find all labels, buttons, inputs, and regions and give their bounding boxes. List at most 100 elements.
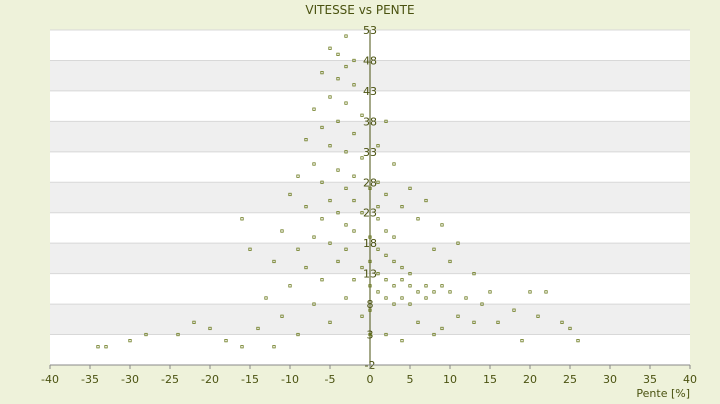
point bbox=[320, 217, 324, 221]
point bbox=[576, 339, 580, 343]
x-tick-label: 20 bbox=[523, 373, 537, 386]
point bbox=[416, 290, 420, 294]
x-tick-label: 0 bbox=[367, 373, 374, 386]
point bbox=[336, 259, 340, 264]
point bbox=[376, 290, 380, 294]
point bbox=[104, 345, 108, 349]
point bbox=[328, 198, 332, 203]
point bbox=[344, 150, 348, 154]
point bbox=[384, 192, 388, 197]
point bbox=[96, 345, 100, 349]
point bbox=[376, 247, 380, 251]
point bbox=[288, 192, 292, 197]
point bbox=[424, 296, 428, 300]
point bbox=[392, 162, 396, 166]
point bbox=[408, 272, 412, 276]
point bbox=[368, 332, 372, 337]
point bbox=[368, 259, 372, 264]
point bbox=[368, 235, 372, 239]
point bbox=[400, 205, 404, 209]
point bbox=[240, 345, 244, 349]
point bbox=[312, 235, 316, 239]
point bbox=[432, 290, 436, 294]
point bbox=[344, 186, 348, 190]
point bbox=[440, 223, 444, 227]
point bbox=[312, 302, 316, 306]
point bbox=[368, 308, 372, 312]
point bbox=[384, 296, 388, 300]
point bbox=[320, 125, 324, 130]
point bbox=[352, 174, 356, 178]
point bbox=[336, 77, 340, 81]
point bbox=[360, 314, 364, 318]
point bbox=[392, 259, 396, 264]
point bbox=[344, 296, 348, 300]
point bbox=[424, 284, 428, 288]
point bbox=[128, 339, 132, 343]
point bbox=[344, 223, 348, 227]
point bbox=[400, 278, 404, 282]
point bbox=[384, 253, 388, 257]
point bbox=[384, 332, 388, 337]
x-tick-label: -35 bbox=[81, 373, 99, 386]
point bbox=[256, 326, 260, 331]
point bbox=[224, 339, 228, 343]
point bbox=[272, 259, 276, 264]
point bbox=[336, 52, 340, 56]
point bbox=[328, 95, 332, 99]
point bbox=[280, 314, 284, 318]
point bbox=[376, 217, 380, 221]
point bbox=[352, 58, 356, 63]
point bbox=[344, 34, 348, 38]
point bbox=[280, 229, 284, 233]
x-tick-label: 30 bbox=[603, 373, 617, 386]
chart-title: VITESSE vs PENTE bbox=[305, 3, 414, 17]
point bbox=[296, 332, 300, 337]
point bbox=[488, 290, 492, 294]
point bbox=[304, 265, 308, 270]
point bbox=[456, 241, 460, 245]
point bbox=[360, 156, 364, 160]
point bbox=[360, 265, 364, 270]
point bbox=[336, 168, 340, 172]
point bbox=[384, 119, 388, 123]
point bbox=[448, 259, 452, 264]
point bbox=[528, 290, 532, 294]
point bbox=[448, 290, 452, 294]
point bbox=[296, 247, 300, 251]
point bbox=[368, 284, 372, 288]
point bbox=[368, 186, 372, 190]
point bbox=[400, 339, 404, 343]
x-tick-label: -20 bbox=[201, 373, 219, 386]
point bbox=[288, 284, 292, 288]
point bbox=[312, 107, 316, 111]
point bbox=[392, 302, 396, 306]
point bbox=[568, 326, 572, 331]
point bbox=[352, 131, 356, 136]
point bbox=[432, 247, 436, 251]
point bbox=[416, 320, 420, 324]
point bbox=[376, 180, 380, 184]
point bbox=[144, 332, 148, 337]
point bbox=[496, 320, 500, 324]
point bbox=[520, 339, 524, 343]
point bbox=[392, 235, 396, 239]
point bbox=[344, 64, 348, 69]
point bbox=[344, 101, 348, 105]
point bbox=[296, 174, 300, 178]
x-tick-label: 25 bbox=[563, 373, 577, 386]
point bbox=[408, 186, 412, 190]
point bbox=[376, 144, 380, 148]
point bbox=[352, 198, 356, 203]
point bbox=[264, 296, 268, 300]
point bbox=[416, 217, 420, 221]
point bbox=[472, 272, 476, 276]
point bbox=[320, 278, 324, 282]
point bbox=[328, 46, 332, 50]
x-tick-label: 35 bbox=[643, 373, 657, 386]
point bbox=[328, 241, 332, 245]
point bbox=[480, 302, 484, 306]
point bbox=[384, 229, 388, 233]
